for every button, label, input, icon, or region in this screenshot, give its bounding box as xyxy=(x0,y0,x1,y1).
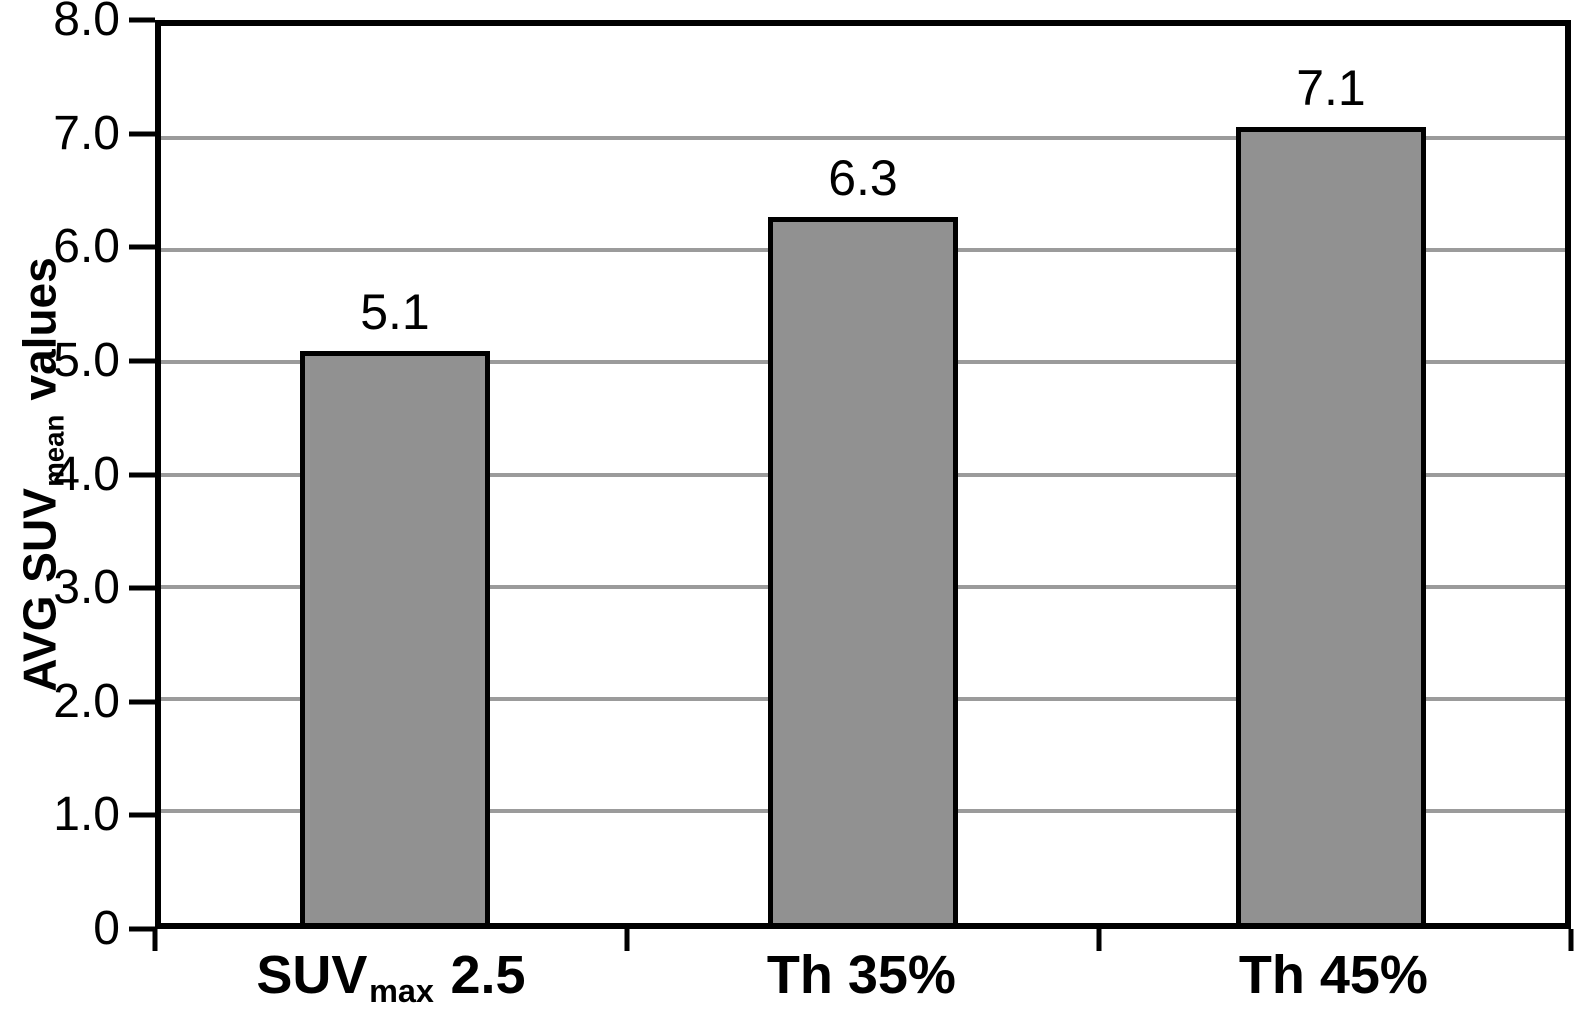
y-tick-mark xyxy=(129,926,155,932)
y-tick-label-8: 8.0 xyxy=(53,0,120,46)
x-axis-tick-marks xyxy=(152,929,1574,951)
bar-value-label: 6.3 xyxy=(828,149,898,206)
y-tick-mark xyxy=(129,358,155,364)
bar-group-suvmax25: 5.1 xyxy=(161,26,629,923)
y-tick-label-4: 4.0 xyxy=(53,447,120,501)
x-label-subscript: max xyxy=(369,973,434,1010)
x-tick-mark xyxy=(624,929,630,951)
bar-value-label: 7.1 xyxy=(1296,59,1366,116)
x-axis-category-labels: SUVmax 2.5 Th 35% Th 45% xyxy=(155,945,1571,1007)
y-tick-mark xyxy=(129,17,155,23)
x-label-text-suffix: 2.5 xyxy=(435,945,526,1005)
bar-group-th45: 7.1 xyxy=(1097,26,1565,923)
x-label-th35: Th 35% xyxy=(627,948,1099,1002)
x-label-th45: Th 45% xyxy=(1099,948,1571,1002)
x-tick-mark xyxy=(1096,929,1102,951)
y-tick-label-1: 1.0 xyxy=(53,788,120,842)
x-label-suvmax25: SUVmax 2.5 xyxy=(155,945,627,1007)
bar-value-label: 5.1 xyxy=(360,284,430,341)
y-tick-mark xyxy=(129,812,155,818)
bar-suvmax25 xyxy=(300,351,490,923)
y-tick-mark xyxy=(129,585,155,591)
y-tick-mark xyxy=(129,131,155,137)
x-label-text: Th 35% xyxy=(766,945,956,1005)
y-axis-tick-labels: 8.0 7.0 6.0 5.0 4.0 3.0 2.0 1.0 0 xyxy=(0,0,120,953)
y-tick-label-5: 5.0 xyxy=(53,333,120,387)
x-tick-mark xyxy=(1568,929,1574,951)
y-tick-label-7: 7.0 xyxy=(53,106,120,160)
y-tick-label-2: 2.0 xyxy=(53,674,120,728)
plot-area: 5.1 6.3 7.1 xyxy=(155,20,1571,929)
bar-th45 xyxy=(1236,126,1426,923)
x-tick-mark xyxy=(152,929,158,951)
bars-container: 5.1 6.3 7.1 xyxy=(161,26,1565,923)
y-axis-tick-marks xyxy=(129,17,155,932)
y-tick-label-0: 0 xyxy=(93,902,120,955)
y-tick-mark xyxy=(129,472,155,477)
y-tick-mark xyxy=(129,244,155,250)
gridline-7 xyxy=(161,136,1565,141)
bar-th35 xyxy=(768,216,958,923)
bar-group-th35: 6.3 xyxy=(629,26,1097,923)
y-tick-mark xyxy=(129,699,155,705)
x-label-text: SUV xyxy=(256,945,368,1005)
x-label-text: Th 45% xyxy=(1238,945,1428,1005)
y-tick-label-3: 3.0 xyxy=(53,561,120,615)
y-tick-label-6: 6.0 xyxy=(53,220,120,274)
